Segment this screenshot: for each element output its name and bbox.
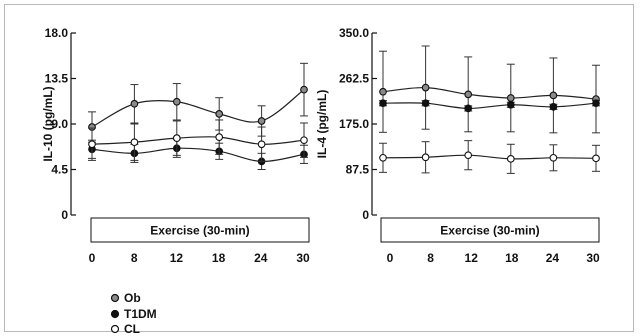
il4-y-axis-label: IL-4 (pg/mL): [315, 90, 329, 159]
il4-x-tick-label: 30: [586, 251, 600, 265]
il4-exercise-label: Exercise (30-min): [440, 224, 539, 238]
il4-series-ob-point: [421, 83, 430, 92]
legend-t1dm-label: T1DM: [124, 307, 157, 321]
il4-x-tick-label: 24: [546, 251, 560, 265]
il10-series-cl-point: [172, 134, 181, 143]
legend-cl-label: CL: [124, 322, 140, 336]
il10-series-ob-point: [300, 85, 308, 94]
il4-series-t1dm-point: [379, 99, 387, 108]
il4-series-ob-point: [506, 94, 515, 102]
il4-x-tick-label: 12: [465, 251, 479, 265]
il10-series-cl-point: [257, 140, 266, 149]
il4-series-cl-point: [592, 154, 600, 163]
il4-x-tick-label: 0: [387, 251, 394, 265]
figure-frame: [4, 4, 634, 332]
il4-y-tick-label: 175.0: [339, 117, 369, 131]
il4-series-t1dm-point: [506, 100, 515, 109]
il10-y-tick-label: 18.0: [45, 26, 69, 40]
il10-y-axis-label: IL-10 (pg/mL): [41, 86, 55, 161]
il10-series-cl-point: [215, 133, 224, 141]
il4-x-tick-label: 8: [427, 251, 434, 265]
il4-y-tick-label: 0: [362, 208, 369, 222]
il10-y-tick-label: 9.0: [51, 117, 68, 131]
il10-y-tick-label: 0: [61, 208, 68, 222]
il10-series-ob-point: [215, 110, 224, 118]
il10-series-ob-point: [257, 117, 266, 125]
il10-exercise-label: Exercise (30-min): [150, 224, 249, 238]
il4-x-tick-label: 18: [505, 251, 519, 265]
il10-series-t1dm-line: [91, 147, 305, 163]
il4-series-ob-point: [549, 91, 558, 100]
il10-series-cl-point: [130, 138, 139, 147]
il10-x-tick-label: 18: [212, 251, 226, 265]
il4-exercise-box: [380, 217, 600, 243]
il4-series-cl-point: [421, 153, 430, 162]
il10-y-tick-label: 13.5: [45, 72, 69, 86]
il4-series-t1dm-point: [464, 104, 473, 113]
il4-series-t1dm-point: [549, 102, 558, 111]
legend: Ob T1DM CL: [110, 291, 157, 336]
legend-ob-label: Ob: [124, 291, 141, 305]
il10-panel: IL-10 (pg/mL) Exercise (30-min) 0 4.5 9.0 1…: [41, 26, 310, 265]
il4-y-tick-label: 262.5: [339, 72, 369, 86]
il10-x-tick-label: 12: [170, 251, 184, 265]
il4-series-cl-point: [464, 151, 473, 160]
il10-series-ob-line: [91, 89, 305, 128]
il10-series-cl-line: [91, 136, 305, 145]
il10-y-tick-label: 4.5: [51, 163, 68, 177]
il10-x-tick-label: 24: [254, 251, 268, 265]
il4-series-ob-line: [382, 86, 597, 100]
il4-y-tick-label: 350.0: [339, 26, 369, 40]
il4-series-t1dm-line: [382, 102, 597, 110]
il4-series-cl-point: [379, 153, 387, 162]
il10-series-ob-point: [172, 97, 181, 106]
legend-ob-marker: [110, 293, 120, 303]
il4-series-ob-point: [464, 90, 473, 99]
il10-x-tick-label: 8: [131, 251, 138, 265]
il10-series-ob-point: [130, 99, 139, 108]
il10-series-cl-point: [88, 140, 96, 149]
il4-series-t1dm-point: [421, 99, 430, 108]
il4-series-cl-point: [506, 154, 515, 163]
il4-panel: IL-4 (pg/mL) Exercise (30-min) 0 87.5 175.…: [315, 26, 600, 265]
il10-exercise-box: [90, 217, 310, 243]
legend-t1dm-marker: [110, 309, 120, 319]
il4-series-ob-point: [379, 87, 387, 96]
legend-cl-marker: [110, 324, 120, 334]
il4-series-t1dm-point: [592, 99, 600, 108]
il4-y-tick-label: 87.5: [346, 163, 370, 177]
il10-x-tick-label: 30: [296, 251, 310, 265]
il10-x-tick-label: 0: [89, 251, 96, 265]
il10-series-cl-point: [300, 136, 308, 145]
il4-series-cl-line: [382, 154, 597, 160]
il4-series-cl-point: [549, 153, 558, 162]
